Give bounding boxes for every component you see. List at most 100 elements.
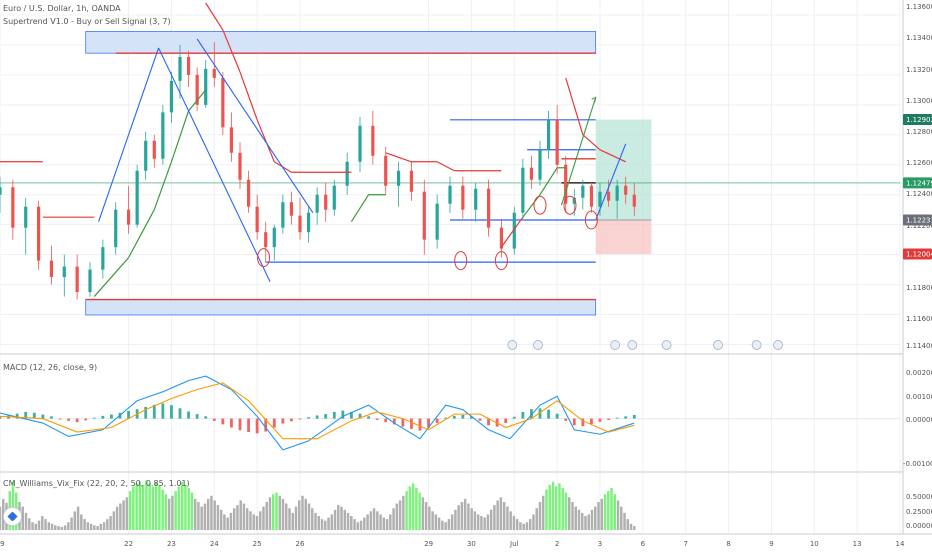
tradingview-logo-icon[interactable]	[3, 507, 22, 526]
wvf-bar	[106, 519, 109, 530]
wvf-bar	[93, 525, 96, 530]
wvf-bar	[571, 502, 574, 530]
wvf-bar	[626, 519, 630, 530]
macd-histogram-bar	[170, 405, 173, 419]
take-profit-area	[595, 119, 652, 221]
wvf-bar	[60, 526, 64, 530]
wvf-bar	[509, 511, 512, 530]
time-tick: 26	[296, 540, 305, 548]
price-tick: 1.11600	[906, 315, 932, 323]
supertrend-segment	[128, 209, 155, 258]
economic-events[interactable]	[507, 340, 783, 350]
wvf-bar	[161, 489, 164, 530]
wvf-bar	[408, 486, 412, 530]
wvf-bar	[567, 497, 571, 530]
macd-histogram-bar	[0, 416, 2, 419]
event-flag-icon	[713, 340, 723, 350]
candle-body	[624, 185, 628, 195]
macd-histogram-bar	[607, 418, 610, 420]
wvf-bar	[590, 509, 594, 530]
candle-body	[572, 197, 576, 204]
wvf-bar	[437, 517, 441, 530]
circle-annotations[interactable]	[257, 195, 598, 271]
wvf-bar	[522, 523, 525, 530]
wvf-bar	[633, 526, 636, 530]
entry-price-badge-bg	[903, 214, 932, 226]
event-flag-icon	[627, 340, 638, 350]
wvf-bar	[512, 516, 516, 530]
supertrend-segment	[239, 71, 258, 121]
candle-body	[221, 77, 225, 128]
wvf-bar	[548, 484, 551, 530]
supertrend-segment	[522, 194, 541, 218]
trend-line	[560, 97, 597, 206]
time-tick: 3	[598, 540, 602, 548]
supertrend-segment	[170, 110, 190, 162]
trend-lines[interactable]	[98, 38, 627, 282]
macd-histogram-bar	[452, 415, 456, 419]
macd-line	[0, 375, 635, 451]
candle-body	[36, 206, 41, 261]
macd-histogram-bar	[332, 411, 336, 419]
long-position-tool[interactable]	[595, 119, 652, 255]
supertrend-segment	[539, 167, 558, 196]
candle-body	[49, 260, 54, 278]
time-tick: Jul	[509, 540, 519, 548]
signal-line	[0, 382, 635, 440]
macd-histogram-bar	[512, 416, 516, 419]
macd-histogram-bar	[255, 418, 259, 434]
price-tick: 1.12400	[906, 190, 932, 198]
wvf-bar	[223, 514, 226, 530]
supertrend-segment	[599, 149, 626, 163]
circle-mark	[533, 195, 547, 215]
wvf-bar	[581, 512, 584, 530]
wvf-legend[interactable]: CM_Williams_Vix_Fix (22, 20, 2, 50, 0.85…	[3, 479, 190, 488]
macd-legend[interactable]: MACD (12, 26, close, 9)	[3, 363, 98, 372]
wvf-bar	[226, 517, 229, 530]
wvf-bar	[476, 514, 480, 530]
wvf-bar	[96, 526, 99, 530]
wvf-bar	[239, 500, 242, 530]
wvf-bar	[132, 486, 135, 530]
wvf-bar	[486, 514, 490, 530]
macd-histogram-bar	[324, 414, 328, 419]
wvf-bar	[424, 502, 428, 530]
wvf-bar	[219, 509, 223, 530]
supertrend-segment	[153, 161, 172, 210]
candle-body	[512, 212, 516, 249]
wvf-bar	[330, 514, 334, 530]
wvf-bar	[450, 514, 454, 530]
wvf-bar	[174, 491, 177, 530]
supertrend-segment	[500, 216, 524, 248]
supertrend-segment	[222, 29, 241, 73]
wvf-bar	[180, 481, 184, 530]
macd-histogram-bar	[195, 414, 199, 419]
wvf-bar	[268, 497, 272, 530]
wvf-bar	[343, 509, 347, 530]
symbol-title[interactable]: Euro / U.S. Dollar, 1h, OANDA	[3, 4, 121, 13]
wvf-bar	[184, 484, 187, 530]
event-flag-icon	[751, 340, 762, 350]
wvf-bar	[359, 520, 363, 530]
supertrend-segment	[93, 257, 130, 297]
wvf-bar	[190, 492, 194, 530]
wvf-bar	[171, 495, 174, 530]
wvf-bar	[350, 516, 353, 530]
supertrend-legend[interactable]: Supertrend V1.0 - Buy or Sell Signal (3,…	[3, 17, 171, 26]
wvf-bar	[28, 518, 31, 530]
wvf-bar	[428, 506, 431, 530]
macd-histogram-bar	[101, 415, 105, 419]
macd-histogram-bar	[598, 418, 602, 422]
event-flag-icon	[507, 340, 518, 350]
candle-body	[255, 206, 259, 233]
price-axis-ticks: 1.13600 1.13400 1.13200 1.13000 1.12800 …	[903, 3, 932, 530]
wvf-bar	[532, 514, 535, 530]
macd-histogram-bar	[58, 418, 62, 420]
wvf-bar	[320, 519, 324, 530]
candle-body	[615, 185, 619, 201]
wvf-bar	[460, 502, 464, 530]
candle-body	[152, 140, 156, 159]
